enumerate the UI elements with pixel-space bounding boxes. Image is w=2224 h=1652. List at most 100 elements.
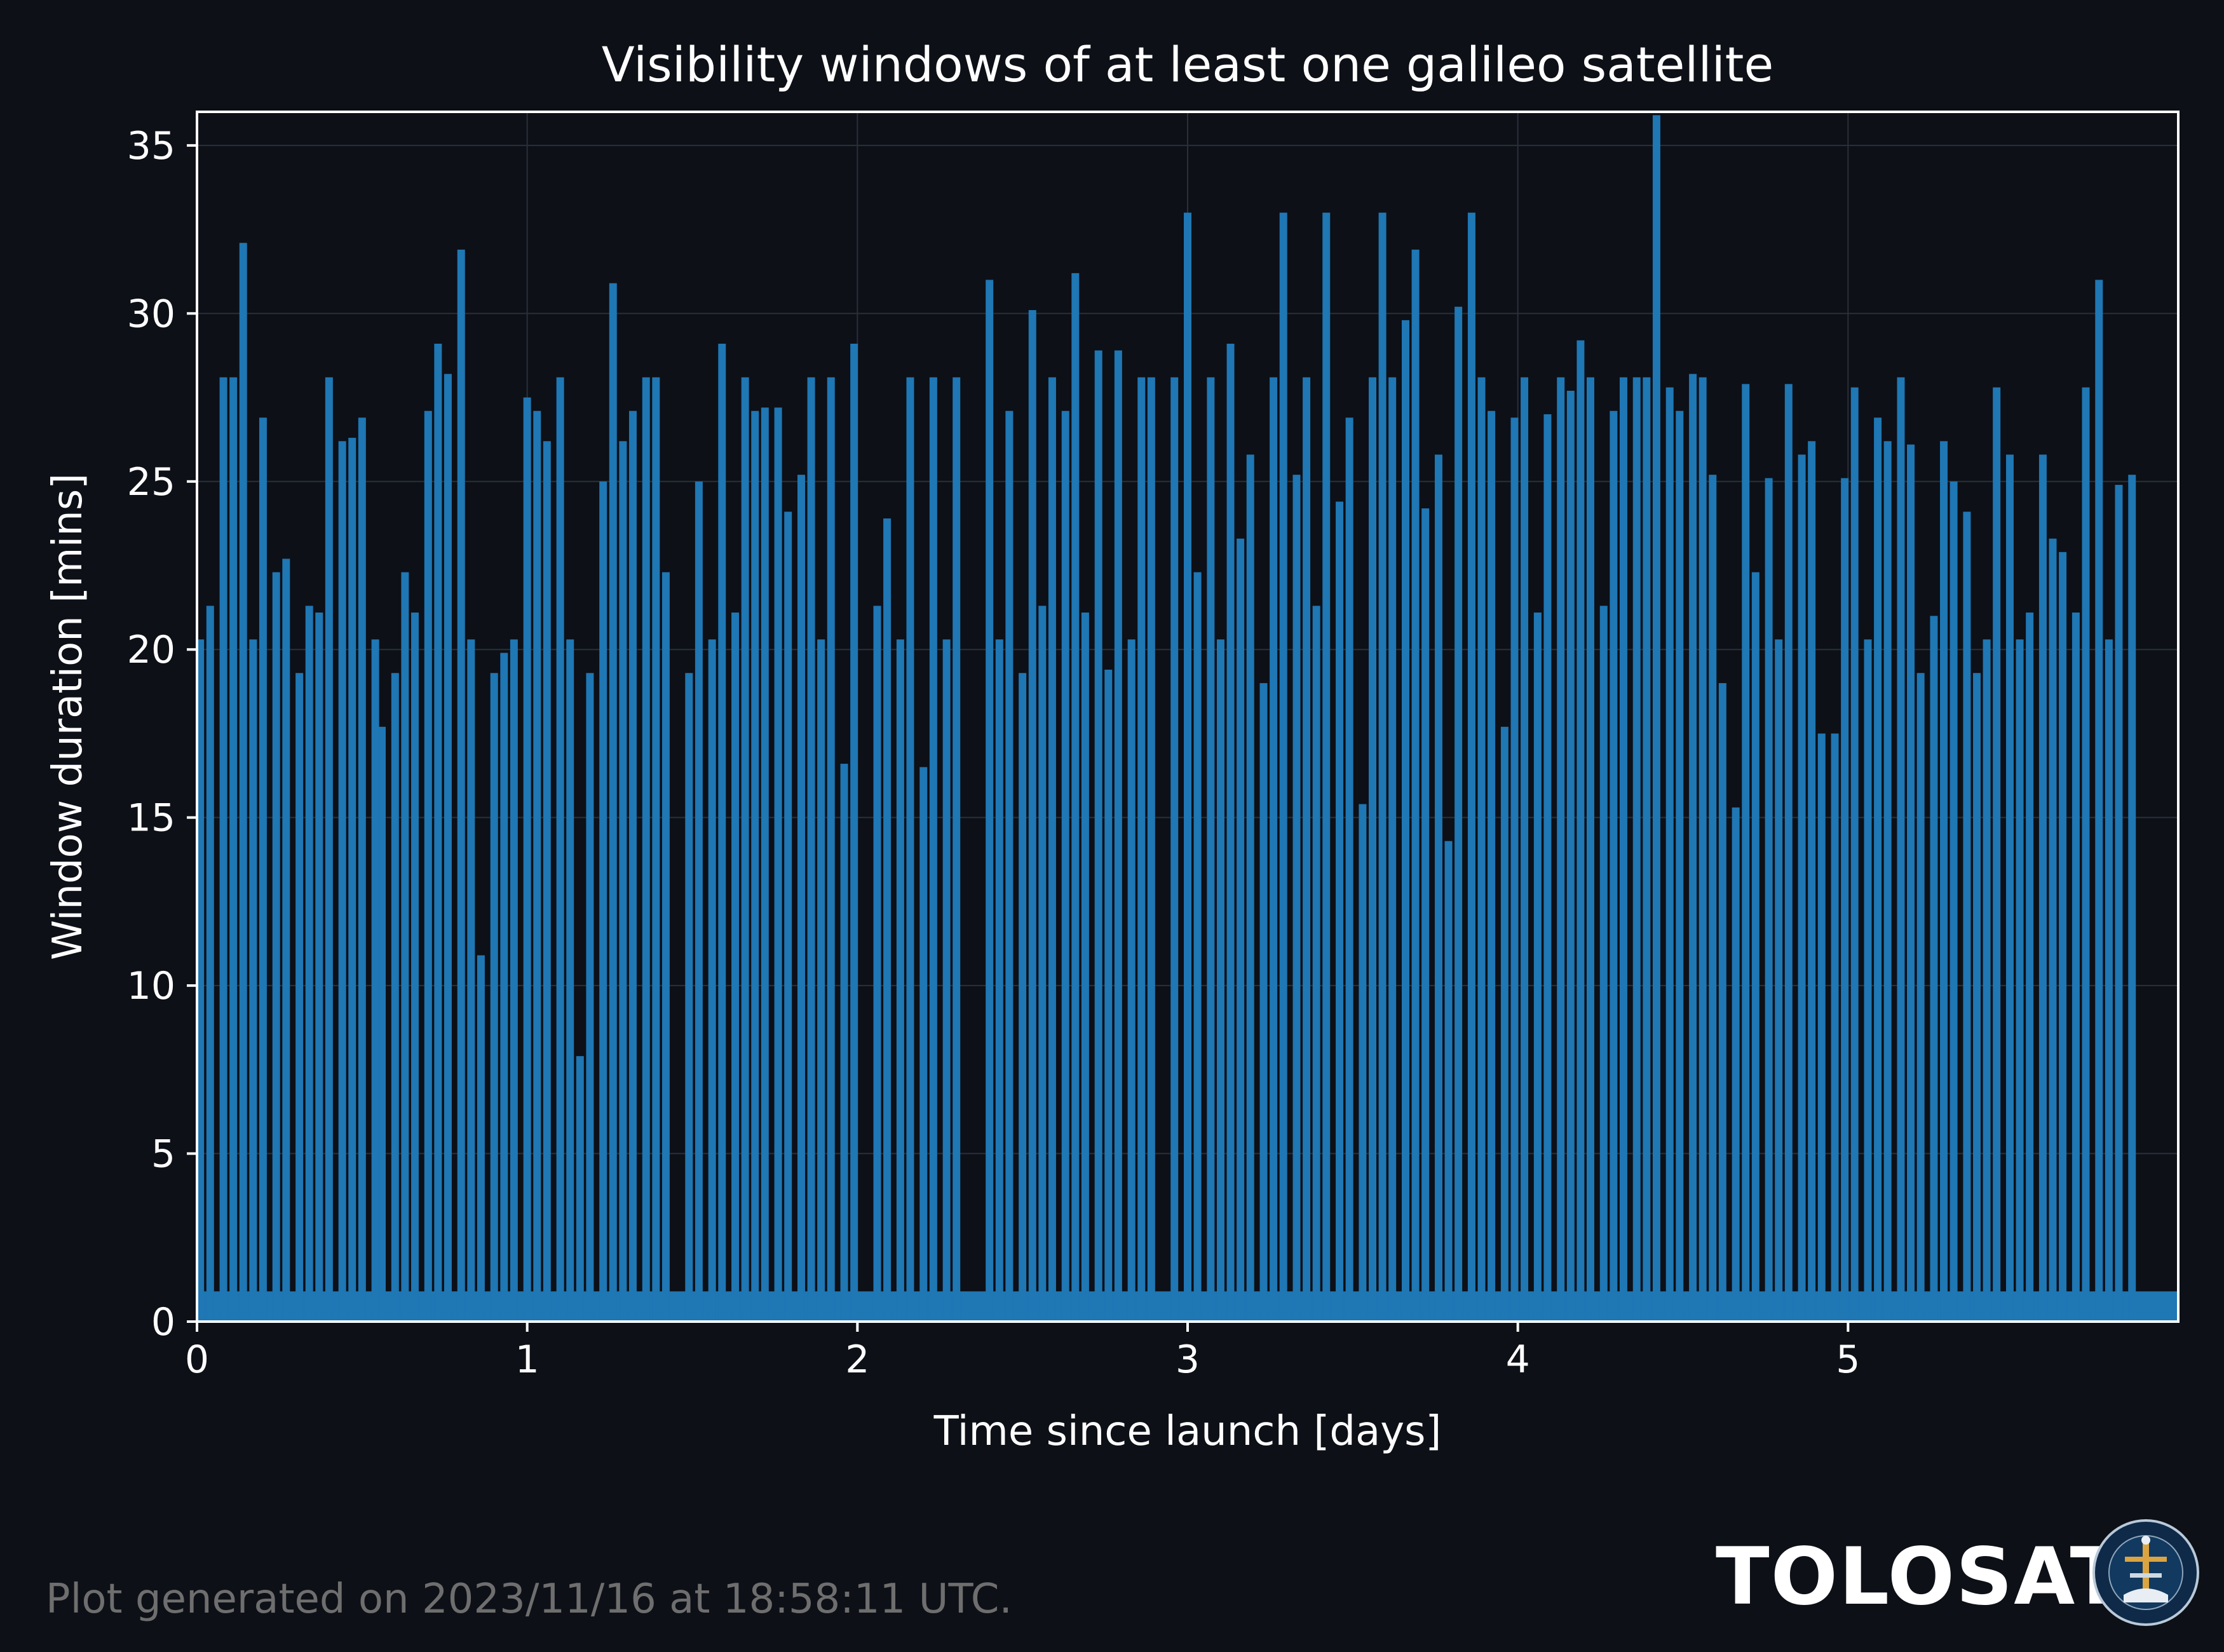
bar <box>1246 454 1254 1322</box>
bar <box>797 475 805 1322</box>
bar <box>2082 387 2090 1322</box>
x-axis-label: Time since launch [days] <box>933 1408 1442 1455</box>
bar <box>883 518 892 1322</box>
bar <box>272 572 280 1322</box>
bar <box>1732 807 1740 1322</box>
bar <box>1676 410 1684 1322</box>
bar <box>1831 733 1839 1322</box>
bar <box>556 377 564 1322</box>
bar <box>1963 511 1971 1322</box>
bar <box>1048 377 1056 1322</box>
bar <box>543 441 551 1322</box>
bar <box>1081 613 1089 1322</box>
bar <box>315 613 323 1322</box>
bar <box>434 343 442 1322</box>
bar <box>1949 481 1958 1322</box>
bar <box>305 606 313 1322</box>
bar <box>206 606 214 1322</box>
bar <box>1454 306 1463 1322</box>
bar <box>953 377 961 1322</box>
bar <box>1359 804 1367 1322</box>
bar <box>896 639 904 1322</box>
bar <box>708 639 716 1322</box>
bars <box>196 115 2178 1322</box>
bar <box>533 410 541 1322</box>
bar <box>731 613 740 1322</box>
bar <box>652 377 660 1322</box>
bar <box>1279 212 1287 1322</box>
bar <box>1557 377 1565 1322</box>
bar <box>1619 377 1627 1322</box>
bar <box>751 410 759 1322</box>
bar <box>1699 377 1707 1322</box>
bar <box>1028 310 1036 1322</box>
bar <box>2095 280 2103 1322</box>
bar <box>1292 475 1301 1322</box>
bar <box>1114 350 1122 1322</box>
bar <box>642 377 650 1322</box>
bar <box>490 673 498 1322</box>
bar <box>1983 639 1991 1322</box>
bar <box>401 572 409 1322</box>
x-tick-label: 4 <box>1506 1337 1530 1382</box>
bar <box>1874 417 1882 1322</box>
bar <box>1170 377 1179 1322</box>
bar <box>378 726 386 1322</box>
bar <box>1500 726 1509 1322</box>
bar <box>929 377 937 1322</box>
bar <box>1652 115 1660 1322</box>
bar <box>1864 639 1872 1322</box>
bar <box>1216 639 1224 1322</box>
bar <box>410 613 419 1322</box>
bar <box>2005 454 2014 1322</box>
bar <box>986 280 994 1322</box>
bar <box>1993 387 2001 1322</box>
bar <box>741 377 749 1322</box>
bar <box>586 673 594 1322</box>
y-tick-label: 5 <box>151 1132 175 1177</box>
bar <box>840 764 848 1322</box>
bar <box>1718 683 1726 1322</box>
bar <box>2026 613 2034 1322</box>
bar <box>1094 350 1102 1322</box>
bar <box>2059 552 2067 1322</box>
bar <box>1388 377 1397 1322</box>
bar <box>239 243 247 1322</box>
bar <box>807 377 815 1322</box>
x-tick-label: 1 <box>515 1337 539 1382</box>
bar <box>1897 377 1905 1322</box>
bar <box>1207 377 1215 1322</box>
y-tick-label: 15 <box>127 796 175 841</box>
bar <box>1467 212 1475 1322</box>
bar <box>2016 639 2024 1322</box>
bar <box>2049 538 2057 1322</box>
x-tick-label: 2 <box>845 1337 869 1382</box>
bar <box>1444 841 1453 1322</box>
bar <box>827 377 835 1322</box>
bar <box>774 407 782 1322</box>
bar <box>1312 606 1320 1322</box>
bar <box>1765 478 1773 1322</box>
bar <box>906 377 914 1322</box>
y-tick-label: 30 <box>127 292 175 336</box>
y-tick-label: 20 <box>127 628 175 672</box>
bar <box>523 397 531 1322</box>
bar <box>1742 384 1750 1322</box>
bar <box>219 377 227 1322</box>
bar <box>942 639 951 1322</box>
bar <box>1303 377 1311 1322</box>
bar <box>1510 417 1519 1322</box>
bar <box>1421 508 1430 1322</box>
bar <box>784 511 792 1322</box>
bar <box>249 639 257 1322</box>
bar <box>995 639 1003 1322</box>
bar <box>1599 606 1608 1322</box>
bar <box>1566 390 1575 1322</box>
bar <box>1775 639 1783 1322</box>
bar <box>1576 340 1585 1322</box>
bar <box>1127 639 1136 1322</box>
bar <box>338 441 346 1322</box>
bar <box>919 767 928 1322</box>
bar <box>566 639 574 1322</box>
bar <box>1709 475 1717 1322</box>
